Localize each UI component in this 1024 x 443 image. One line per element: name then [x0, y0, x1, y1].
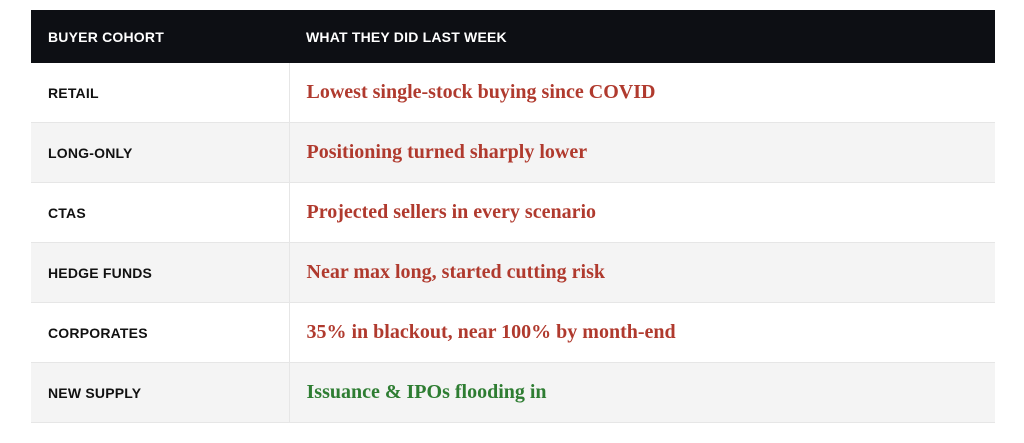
activity-cell: Near max long, started cutting risk: [289, 242, 995, 303]
table-row: RETAIL Lowest single-stock buying since C…: [31, 63, 995, 123]
table-row: HEDGE FUNDS Near max long, started cuttin…: [31, 242, 995, 303]
header-row: BUYER COHORT WHAT THEY DID LAST WEEK: [31, 10, 995, 63]
cohort-table: BUYER COHORT WHAT THEY DID LAST WEEK RET…: [31, 10, 995, 423]
header-cell: WHAT THEY DID LAST WEEK: [289, 10, 995, 63]
cohort-cell: CTAS: [31, 182, 290, 243]
cohort-cell: CORPORATES: [31, 302, 290, 363]
table-body: RETAIL Lowest single-stock buying since C…: [31, 63, 995, 423]
activity-cell: Positioning turned sharply lower: [289, 122, 995, 183]
activity-cell: Projected sellers in every scenario: [289, 182, 995, 243]
table-row: LONG-ONLY Positioning turned sharply lowe…: [31, 122, 995, 183]
table-row: CORPORATES 35% in blackout, near 100% by …: [31, 302, 995, 363]
header-cell: BUYER COHORT: [31, 10, 289, 63]
activity-cell: Lowest single-stock buying since COVID: [289, 63, 995, 123]
activity-cell: Issuance & IPOs flooding in: [289, 362, 995, 423]
cohort-cell: RETAIL: [31, 63, 290, 123]
activity-cell: 35% in blackout, near 100% by month-end: [289, 302, 995, 363]
cohort-cell: LONG-ONLY: [31, 122, 290, 183]
table-container: BUYER COHORT WHAT THEY DID LAST WEEK RET…: [31, 10, 995, 423]
table-row: CTAS Projected sellers in every scenario: [31, 182, 995, 243]
cohort-cell: NEW SUPPLY: [31, 362, 290, 423]
table-row: NEW SUPPLY Issuance & IPOs flooding in: [31, 362, 995, 423]
cohort-cell: HEDGE FUNDS: [31, 242, 290, 303]
